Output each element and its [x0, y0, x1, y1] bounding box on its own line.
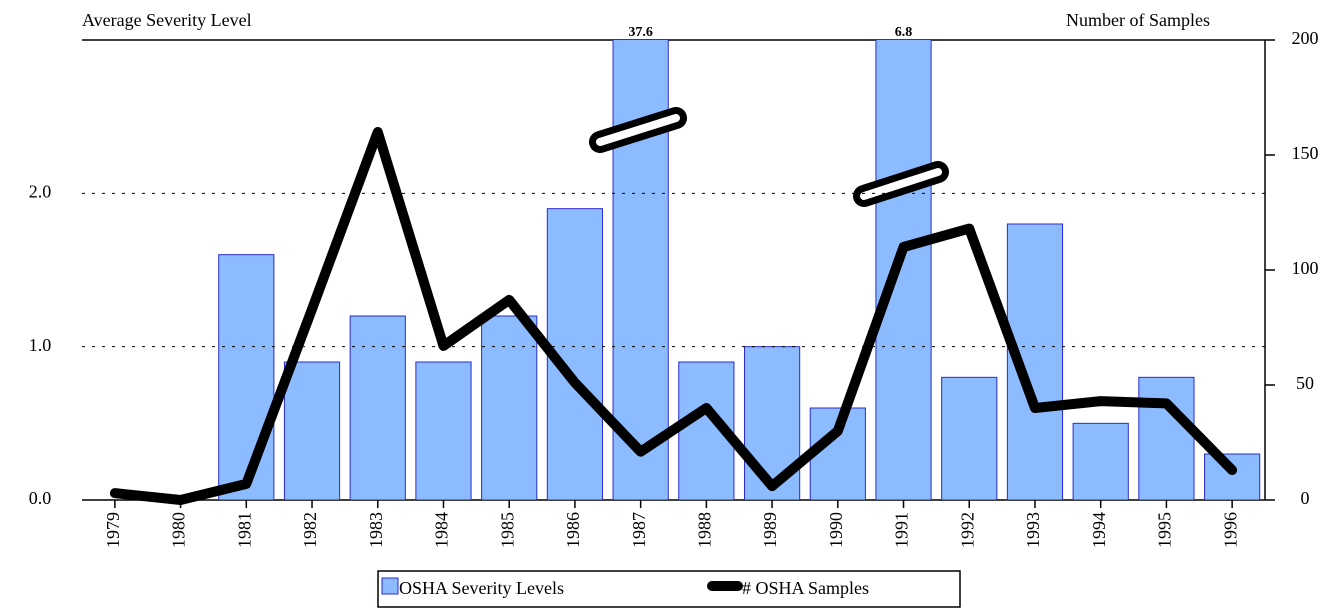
- break-gap: [860, 168, 942, 200]
- x-tick-label: 1995: [1155, 512, 1175, 548]
- bar-value-label: 37.6: [628, 25, 653, 40]
- x-tick-label: 1984: [432, 512, 452, 548]
- y2-axis-title: Number of Samples: [1066, 10, 1210, 30]
- x-tick-label: 1990: [826, 512, 846, 548]
- y-axis-title: Average Severity Level: [82, 10, 252, 30]
- x-tick-label: 1987: [629, 512, 649, 548]
- bar-value-label: 6.8: [895, 25, 913, 40]
- x-tick-label: 1994: [1089, 512, 1109, 548]
- x-tick-label: 1988: [694, 512, 714, 548]
- overlay: 37.6 6.8: [109, 25, 1238, 505]
- bar: [875, 40, 932, 500]
- break-gap: [596, 114, 680, 146]
- legend-box: [377, 570, 961, 608]
- bar: [481, 315, 538, 500]
- bar: [1204, 453, 1261, 500]
- x-tick-label: 1985: [497, 512, 517, 548]
- x-tick-label: 1982: [300, 512, 320, 548]
- y2-tick-label: 200: [1292, 28, 1319, 48]
- x-tick-label: 1989: [760, 512, 780, 548]
- y2-tick-label: 100: [1292, 258, 1319, 278]
- x-tick-label: 1993: [1023, 512, 1043, 548]
- y2-tick-label: 50: [1296, 373, 1314, 393]
- y2-tick-label: 150: [1292, 143, 1319, 163]
- legend-label: # OSHA Samples: [742, 578, 869, 598]
- bar: [1138, 376, 1195, 500]
- y2-tick-label: 0: [1301, 488, 1310, 508]
- legend-label: OSHA Severity Levels: [399, 578, 564, 598]
- bar-group: [218, 40, 1261, 500]
- x-tick-label: 1986: [563, 512, 583, 548]
- bar: [283, 361, 341, 500]
- x-tick-label: 1991: [892, 512, 912, 548]
- bar: [1072, 422, 1129, 500]
- y-tick-label: 1.0: [29, 335, 52, 355]
- bar: [743, 346, 801, 500]
- x-tick-label: 1983: [366, 512, 386, 548]
- x-tick-label: 1979: [103, 512, 123, 548]
- bar: [349, 315, 406, 500]
- x-tick-label: 1980: [169, 512, 189, 548]
- legend-swatch: [381, 577, 399, 595]
- y-tick-label: 0.0: [29, 488, 52, 508]
- x-tick-label: 1992: [957, 512, 977, 548]
- bar: [218, 254, 275, 500]
- bar: [415, 361, 472, 500]
- x-tick-label: 1996: [1220, 512, 1240, 548]
- line: [109, 127, 1238, 505]
- bar: [941, 376, 998, 500]
- y-tick-label: 2.0: [29, 181, 52, 201]
- x-tick-label: 1981: [234, 512, 254, 548]
